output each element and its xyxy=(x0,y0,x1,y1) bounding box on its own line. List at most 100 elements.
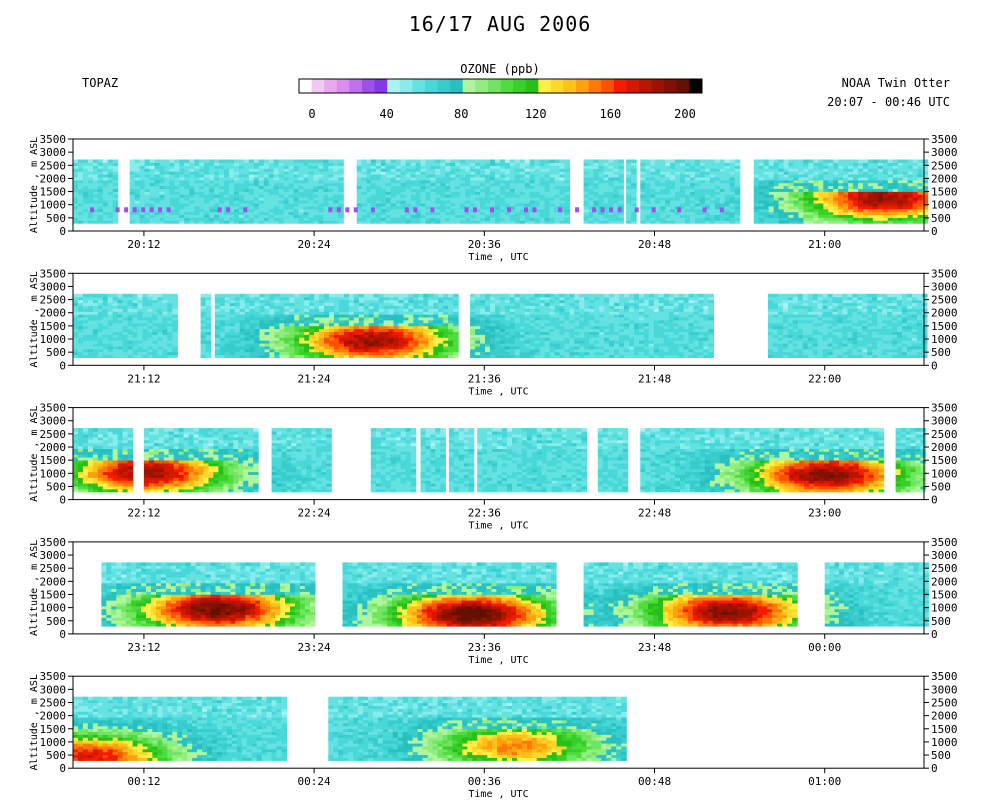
curtain-cell xyxy=(593,205,600,210)
curtain-cell xyxy=(734,200,741,204)
curtain-cell xyxy=(390,197,397,201)
curtain-cell xyxy=(534,194,541,198)
curtain-cell xyxy=(117,331,124,335)
curtain-cell xyxy=(273,174,280,178)
x-tick-label: 20:48 xyxy=(638,238,671,251)
curtain-cell xyxy=(279,311,285,315)
colorbar-swatch xyxy=(412,79,426,93)
curtain-cell xyxy=(334,351,340,356)
curtain-cell xyxy=(504,171,511,175)
curtain-cell xyxy=(284,302,290,306)
curtain-cell xyxy=(843,197,849,201)
curtain-cell xyxy=(393,328,400,332)
curtain-cell xyxy=(425,179,432,184)
curtain-cell xyxy=(626,191,632,195)
curtain-cell xyxy=(863,179,869,184)
curtain-cell xyxy=(445,214,451,218)
curtain-cell xyxy=(425,162,432,166)
curtain-cell xyxy=(694,202,701,207)
curtain-cell xyxy=(768,211,775,215)
curtain-cell xyxy=(917,176,924,181)
curtain-cell xyxy=(243,217,250,221)
curtain-cell xyxy=(793,202,800,207)
curtain-cell xyxy=(299,311,305,315)
curtain-cell xyxy=(714,182,721,187)
curtain-cell xyxy=(783,194,790,198)
curtain-cell xyxy=(259,334,266,338)
curtain-cell xyxy=(278,214,285,218)
curtain-cell xyxy=(219,185,225,189)
curtain-cell xyxy=(224,168,230,172)
curtain-cell xyxy=(338,296,345,301)
curtain-cell xyxy=(559,188,566,192)
curtain-cell xyxy=(813,191,819,195)
curtain-cell xyxy=(239,316,246,321)
curtain-cell xyxy=(304,351,310,356)
curtain-cell xyxy=(200,337,207,341)
curtain-cell xyxy=(524,200,531,204)
curtain-cell xyxy=(460,165,466,169)
curtain-cell xyxy=(660,174,666,178)
curtain-cell xyxy=(685,171,691,175)
curtain-cell xyxy=(304,340,310,344)
curtain-cell xyxy=(490,214,496,218)
curtain-cell xyxy=(244,296,251,301)
curtain-cell xyxy=(82,351,89,356)
curtain-cell xyxy=(343,305,350,309)
curtain-cell xyxy=(224,174,230,178)
curtain-cell xyxy=(848,208,854,213)
curtain-cell xyxy=(882,200,889,204)
curtain-cell xyxy=(559,214,566,218)
curtain-cell xyxy=(470,179,476,184)
curtain-cell xyxy=(583,182,590,187)
curtain-cell xyxy=(675,176,681,181)
curtain-cell xyxy=(529,211,536,215)
curtain-cell xyxy=(274,328,280,332)
curtain-cell xyxy=(390,208,397,213)
curtain-cell xyxy=(763,176,770,181)
curtain-cell xyxy=(917,171,924,175)
curtain-cell xyxy=(917,205,924,210)
curtain-cell xyxy=(897,168,904,172)
curtain-cell xyxy=(675,185,681,189)
curtain-cell xyxy=(283,182,290,187)
curtain-cell xyxy=(858,171,864,175)
curtain-cell xyxy=(117,325,124,330)
curtain-cell xyxy=(793,208,800,213)
curtain-cell xyxy=(613,208,619,213)
curtain-cell xyxy=(294,311,300,315)
curtain-cell xyxy=(239,322,246,327)
curtain-cell xyxy=(314,331,320,335)
curtain-cell xyxy=(134,182,141,187)
curtain-cell xyxy=(833,220,839,224)
curtain-cell xyxy=(229,176,235,181)
curtain-cell xyxy=(147,296,154,301)
curtain-cell xyxy=(435,176,441,181)
curtain-cell xyxy=(199,208,205,213)
curtain-cell xyxy=(328,191,334,195)
curtain-cell xyxy=(388,348,395,353)
curtain-cell xyxy=(853,159,859,163)
curtain-cell xyxy=(892,185,899,189)
curtain-cell xyxy=(97,165,104,169)
curtain-cell xyxy=(853,168,859,172)
curtain-cell xyxy=(415,162,422,166)
curtain-cell xyxy=(214,162,220,166)
curtain-cell xyxy=(224,188,230,192)
curtain-cell xyxy=(818,162,824,166)
curtain-cell xyxy=(284,337,290,341)
curtain-cell xyxy=(385,205,392,210)
curtain-cell xyxy=(283,194,290,198)
curtain-cell xyxy=(172,345,178,350)
curtain-cell xyxy=(239,319,246,324)
curtain-cell xyxy=(833,159,839,163)
curtain-cell xyxy=(224,325,231,330)
curtain-cell xyxy=(370,162,377,166)
curtain-cell xyxy=(209,159,215,163)
curtain-cell xyxy=(475,188,481,192)
curtain-cell xyxy=(475,205,481,210)
curtain-cell xyxy=(319,337,325,341)
curtain-cell xyxy=(107,322,114,327)
curtain-cell xyxy=(588,176,595,181)
curtain-cell xyxy=(82,308,89,312)
